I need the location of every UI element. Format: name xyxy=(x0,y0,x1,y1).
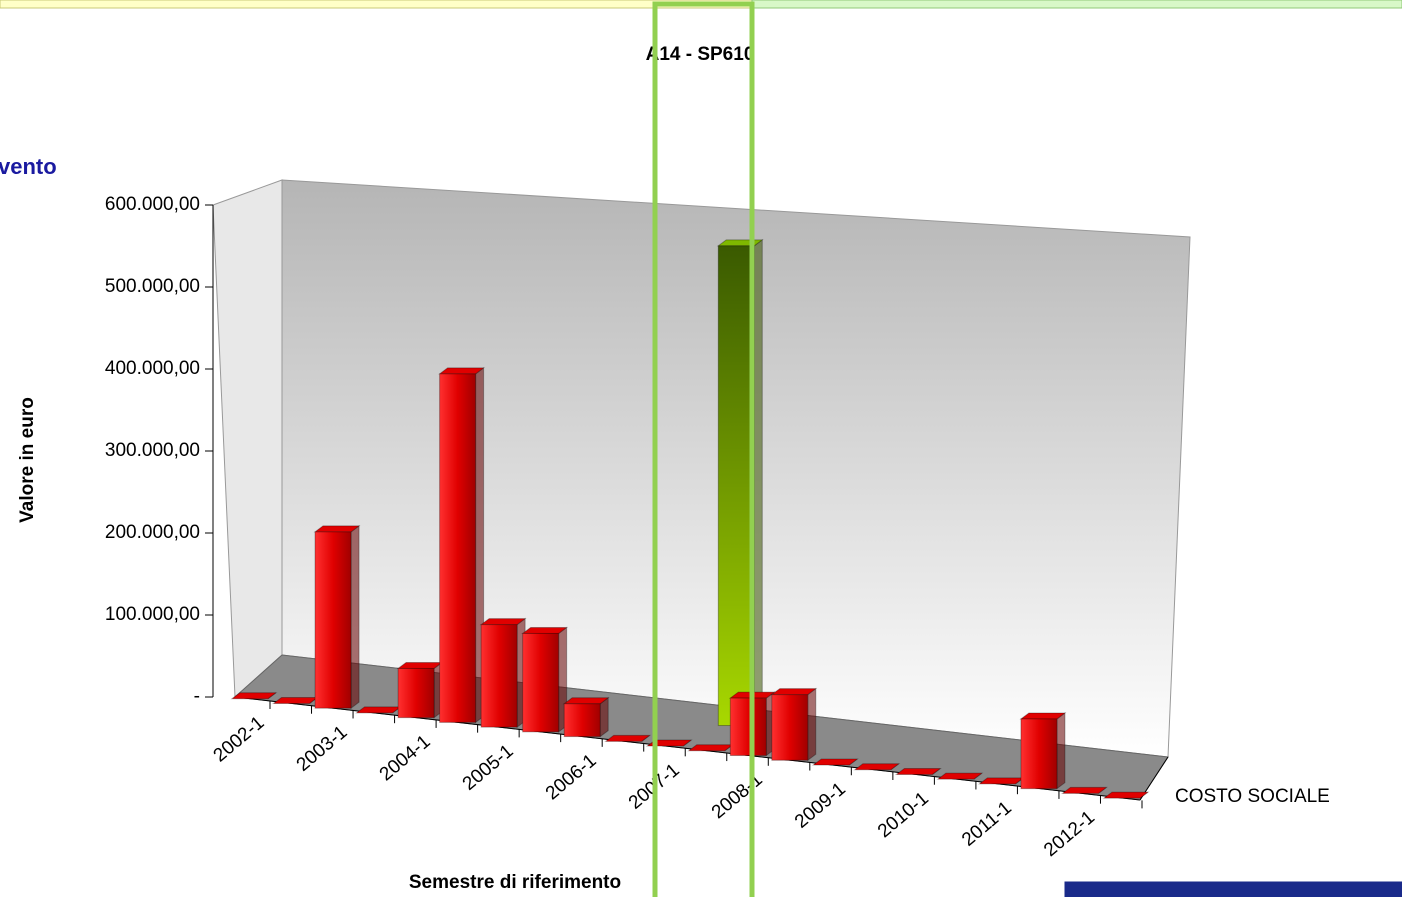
y-tick-label: 600.000,00 xyxy=(105,194,200,215)
bar-top xyxy=(230,692,278,700)
bar xyxy=(396,661,444,719)
bar-top xyxy=(562,697,610,705)
bar-top xyxy=(396,661,444,669)
bar-front xyxy=(397,667,435,719)
top-strip-right xyxy=(751,0,1402,9)
bar xyxy=(479,617,527,729)
bar-top xyxy=(1019,712,1067,720)
chart-title: A14 - SP610 xyxy=(646,44,755,65)
bar xyxy=(562,696,610,738)
bar-front xyxy=(1020,718,1058,790)
bar-top xyxy=(272,696,320,704)
bar-side xyxy=(753,238,763,727)
bar xyxy=(1102,791,1150,799)
bar xyxy=(438,366,486,724)
bar-top xyxy=(521,626,569,634)
bar xyxy=(936,772,984,780)
legend-label: COSTO SOCIALE xyxy=(1175,786,1330,807)
bar xyxy=(811,758,859,766)
bar xyxy=(853,763,901,771)
bar xyxy=(230,692,278,700)
bar-front xyxy=(314,531,352,709)
bar-front xyxy=(439,373,477,723)
y-tick-label: 300.000,00 xyxy=(105,440,200,461)
bar-front xyxy=(522,632,560,733)
bar-top xyxy=(894,767,942,775)
bar-side xyxy=(1056,711,1066,790)
corner-image xyxy=(1061,878,1402,897)
bar-top xyxy=(355,706,403,714)
x-tick-label: 2008-1 xyxy=(708,769,767,823)
y-tick-label: 200.000,00 xyxy=(105,522,200,543)
bar-side xyxy=(350,524,360,710)
y-tick-label: 400.000,00 xyxy=(105,358,200,379)
x-tick-label: 2009-1 xyxy=(791,779,850,833)
y-tick-label: 500.000,00 xyxy=(105,276,200,297)
bar xyxy=(355,706,403,714)
y-tick-label: - xyxy=(194,686,200,707)
bar xyxy=(770,687,818,762)
bar xyxy=(521,626,569,733)
y-axis-title: Valore in euro xyxy=(17,397,38,523)
x-tick-label: 2004-1 xyxy=(376,731,435,785)
bar-front xyxy=(729,697,767,757)
bar xyxy=(1019,711,1067,790)
bar-front xyxy=(771,694,809,761)
bar xyxy=(894,767,942,775)
bar-top xyxy=(770,688,818,696)
bar xyxy=(716,238,764,727)
bar-front xyxy=(563,703,601,738)
x-tick-label: 2002-1 xyxy=(210,712,269,766)
bar-top xyxy=(716,239,764,247)
bar-top xyxy=(853,763,901,771)
side-wall xyxy=(212,179,283,699)
bar-top xyxy=(438,367,486,375)
x-tick-label: 2003-1 xyxy=(293,722,352,776)
bar xyxy=(604,734,652,742)
bar-top xyxy=(1102,791,1150,799)
x-tick-label: 2011-1 xyxy=(958,798,1016,851)
x-tick-label: 2010-1 xyxy=(874,788,933,842)
x-axis-title: Semestre di riferimento xyxy=(409,872,621,893)
x-tick-label: 2006-1 xyxy=(542,750,601,804)
bar-top xyxy=(313,525,361,533)
bar xyxy=(313,524,361,710)
bar-top xyxy=(936,772,984,780)
bar xyxy=(977,777,1025,785)
bar-front xyxy=(480,624,518,728)
bar-top xyxy=(604,734,652,742)
bar-top xyxy=(811,758,859,766)
bar-top xyxy=(977,777,1025,785)
x-tick-label: 2012-1 xyxy=(1040,807,1099,861)
bar xyxy=(687,744,735,752)
bar-top xyxy=(479,618,527,626)
bar xyxy=(272,696,320,704)
bar-side xyxy=(807,687,817,762)
x-tick-label: 2005-1 xyxy=(459,741,518,795)
bar-side xyxy=(599,696,609,738)
corner-text: vento xyxy=(0,154,57,179)
highlight-frame xyxy=(652,1,755,897)
bar-front xyxy=(717,245,755,727)
bar-top xyxy=(1060,786,1108,794)
bar xyxy=(1060,786,1108,794)
y-tick-label: 100.000,00 xyxy=(105,604,200,625)
bar-top xyxy=(687,744,735,752)
